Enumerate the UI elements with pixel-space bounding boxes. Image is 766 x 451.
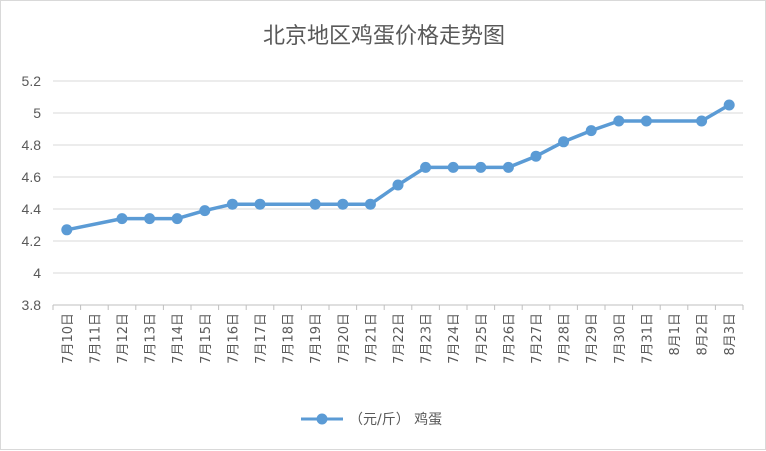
data-point (364, 198, 376, 210)
chart-title: 北京地区鸡蛋价格走势图 (263, 24, 505, 49)
data-point (392, 179, 404, 191)
data-point (309, 198, 321, 210)
y-tick-label: 3.8 (22, 297, 42, 313)
y-tick-label: 5.2 (22, 73, 42, 89)
data-point (337, 198, 349, 210)
data-point (61, 224, 73, 236)
x-tick-label: 7月10日 (61, 313, 76, 364)
x-tick-label: 8月2日 (696, 313, 711, 356)
data-point (723, 99, 735, 111)
data-point (530, 150, 542, 162)
x-tick-label: 7月22日 (392, 313, 407, 364)
x-tick-label: 7月29日 (585, 313, 600, 364)
x-tick-label: 7月25日 (475, 313, 490, 364)
x-tick-label: 7月27日 (530, 313, 545, 364)
data-point (640, 115, 652, 127)
x-tick-label: 7月24日 (447, 313, 462, 364)
x-tick-label: 7月14日 (171, 313, 186, 364)
data-point (475, 161, 487, 173)
y-tick-label: 4.6 (22, 169, 42, 185)
y-tick-label: 4.8 (22, 137, 42, 153)
data-point (585, 125, 597, 137)
series-layer (61, 99, 735, 236)
x-tick-label: 7月17日 (254, 313, 269, 364)
x-tick-label: 7月13日 (144, 313, 159, 364)
data-point (420, 161, 432, 173)
x-tick-label: 7月20日 (337, 313, 352, 364)
x-tick-label: 7月31日 (640, 313, 655, 364)
data-point (226, 198, 238, 210)
x-tick-label: 7月21日 (364, 313, 379, 364)
y-tick-label: 4.2 (22, 233, 42, 249)
x-tick-layer: 7月10日 7月11日 7月12日 7月13日 7月14日 7月15日 7月16日 7月17日… (52, 305, 744, 364)
x-tick-label: 8月1日 (668, 313, 683, 356)
y-tick-layer: 5.2 5 4.8 4.6 4.4 4.2 4 3.8 (22, 73, 42, 313)
data-point (613, 115, 625, 127)
x-tick-label: 7月19日 (309, 313, 324, 364)
data-point (144, 213, 156, 225)
data-point (199, 205, 211, 217)
data-point (447, 161, 459, 173)
x-tick-label: 7月16日 (226, 313, 241, 364)
data-point (502, 161, 514, 173)
x-tick-label: 7月18日 (282, 313, 297, 364)
series-line (66, 103, 731, 232)
legend-marker-swatch (316, 413, 328, 425)
y-tick-label: 4 (33, 265, 41, 281)
legend-label: （元/斤） 鸡蛋 (349, 411, 442, 428)
x-tick-label: 7月26日 (502, 313, 517, 364)
y-tick-label: 5 (33, 105, 41, 121)
data-point (116, 213, 128, 225)
x-tick-label: 8月3日 (723, 313, 738, 356)
x-tick-label: 7月11日 (88, 313, 103, 364)
y-tick-label: 4.4 (22, 201, 42, 217)
grid-layer (53, 80, 743, 306)
x-tick-label: 7月30日 (613, 313, 628, 364)
x-tick-label: 7月12日 (116, 313, 131, 364)
data-point (696, 115, 708, 127)
data-point (254, 198, 266, 210)
x-tick-label: 7月15日 (199, 313, 214, 364)
legend: （元/斤） 鸡蛋 (301, 411, 442, 428)
x-tick-label: 7月23日 (420, 313, 435, 364)
data-point (558, 136, 570, 148)
data-point (171, 213, 183, 225)
x-tick-label: 7月28日 (558, 313, 573, 364)
